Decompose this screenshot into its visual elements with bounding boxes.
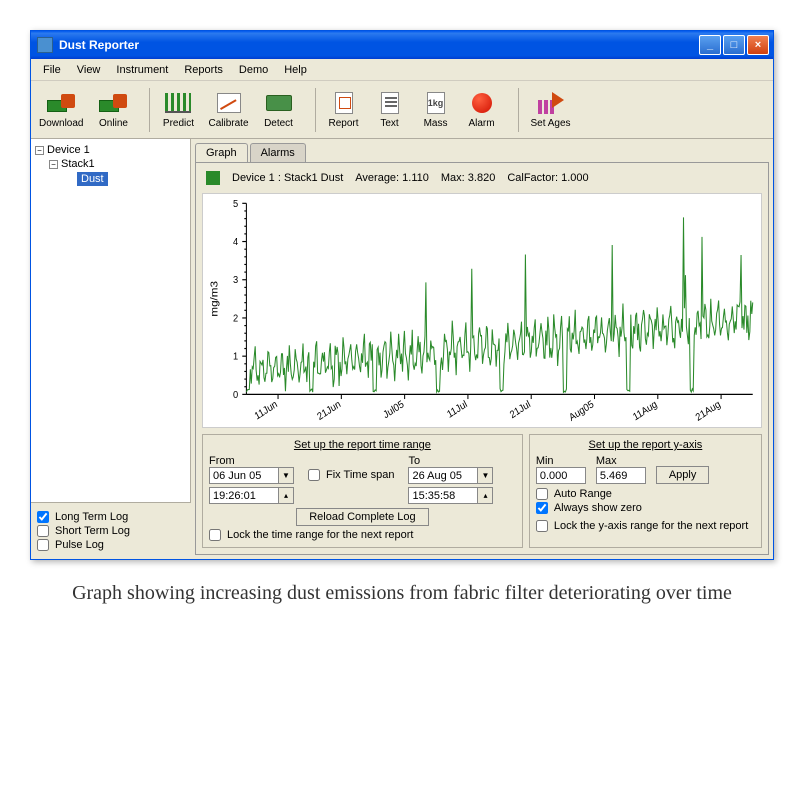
menu-view[interactable]: View (69, 62, 109, 78)
calibrate-button[interactable]: Calibrate (206, 88, 250, 131)
long-term-log-checkbox[interactable] (37, 511, 49, 523)
predict-button[interactable]: Predict (160, 88, 196, 131)
graph-device-label: Device 1 : Stack1 Dust (232, 172, 343, 184)
to-date-input[interactable] (408, 467, 478, 484)
toolbar: Download Online Predict Calibrate (31, 81, 773, 139)
detect-icon (266, 95, 292, 111)
tree-device[interactable]: − Device 1 (33, 143, 188, 157)
svg-text:21Jun: 21Jun (316, 399, 343, 423)
mass-button[interactable]: 1kg Mass (418, 88, 454, 131)
tab-alarms[interactable]: Alarms (250, 143, 306, 162)
svg-text:Jul05: Jul05 (382, 398, 407, 421)
app-window: Dust Reporter _ □ × File View Instrument… (30, 30, 774, 560)
download-button[interactable]: Download (37, 88, 85, 131)
detect-button[interactable]: Detect (261, 88, 297, 131)
minimize-button[interactable]: _ (699, 35, 721, 55)
online-icon (99, 94, 127, 112)
download-icon (47, 94, 75, 112)
graph-max-label: Max: 3.820 (441, 172, 495, 184)
svg-text:Aug05: Aug05 (567, 398, 596, 423)
emissions-chart: 0 1 2 3 4 5 mg/m3 11Jun 21Jun Jul05 11Jul 21Jul Aug0… (202, 193, 762, 428)
to-time-stepper[interactable]: ▴ (478, 487, 493, 504)
text-icon (381, 92, 399, 114)
menu-demo[interactable]: Demo (231, 62, 276, 78)
menu-file[interactable]: File (35, 62, 69, 78)
menu-help[interactable]: Help (276, 62, 315, 78)
time-range-group: Set up the report time range From ▼ (202, 434, 523, 548)
alarm-icon (472, 93, 492, 113)
lock-time-range-checkbox[interactable] (209, 529, 221, 541)
tree-stack[interactable]: − Stack1 (33, 157, 188, 171)
expand-icon[interactable]: − (49, 160, 58, 169)
always-zero-checkbox[interactable] (536, 502, 548, 514)
auto-range-checkbox[interactable] (536, 488, 548, 500)
expand-icon[interactable]: − (35, 146, 44, 155)
graph-panel: Device 1 : Stack1 Dust Average: 1.110 Ma… (195, 162, 769, 555)
menu-instrument[interactable]: Instrument (108, 62, 176, 78)
graph-cal-label: CalFactor: 1.000 (507, 172, 588, 184)
from-date-input[interactable] (209, 467, 279, 484)
menubar: File View Instrument Reports Demo Help (31, 59, 773, 81)
text-button[interactable]: Text (372, 88, 408, 131)
setages-icon (538, 92, 564, 114)
short-term-log-checkbox[interactable] (37, 525, 49, 537)
titlebar[interactable]: Dust Reporter _ □ × (31, 31, 773, 59)
fix-time-span-checkbox[interactable] (308, 469, 320, 481)
tab-graph[interactable]: Graph (195, 143, 248, 162)
from-time-input[interactable] (209, 487, 279, 504)
to-date-dropdown[interactable]: ▼ (478, 467, 493, 484)
device-tree: − Device 1 − Stack1 Dust (31, 139, 191, 502)
pulse-log-checkbox[interactable] (37, 539, 49, 551)
svg-text:0: 0 (233, 389, 239, 401)
close-button[interactable]: × (747, 35, 769, 55)
reload-log-button[interactable]: Reload Complete Log (296, 508, 428, 526)
to-time-input[interactable] (408, 487, 478, 504)
tree-leaf-dust[interactable]: Dust (33, 171, 188, 187)
svg-text:4: 4 (233, 237, 239, 249)
svg-text:11Jun: 11Jun (253, 399, 280, 423)
toolbar-divider (518, 88, 519, 132)
calibrate-icon (217, 93, 241, 113)
report-button[interactable]: Report (326, 88, 362, 131)
mass-icon: 1kg (427, 92, 445, 114)
maximize-button[interactable]: □ (723, 35, 745, 55)
setages-button[interactable]: Set Ages (529, 88, 573, 131)
yaxis-max-input[interactable] (596, 467, 646, 484)
svg-text:mg/m3: mg/m3 (209, 281, 220, 317)
legend-color (206, 171, 220, 185)
svg-text:21Aug: 21Aug (694, 399, 722, 424)
graph-avg-label: Average: 1.110 (355, 172, 429, 184)
yaxis-group: Set up the report y-axis Min Max (529, 434, 762, 548)
svg-text:21Jul: 21Jul (508, 399, 532, 422)
svg-text:5: 5 (233, 198, 239, 210)
log-options-panel: Long Term Log Short Term Log Pulse Log (31, 502, 191, 559)
alarm-button[interactable]: Alarm (464, 88, 500, 131)
predict-icon (165, 93, 191, 113)
apply-button[interactable]: Apply (656, 466, 710, 484)
from-time-stepper[interactable]: ▴ (279, 487, 294, 504)
lock-yaxis-checkbox[interactable] (536, 520, 548, 532)
online-button[interactable]: Online (95, 88, 131, 131)
yaxis-min-input[interactable] (536, 467, 586, 484)
toolbar-divider (315, 88, 316, 132)
svg-text:11Aug: 11Aug (631, 399, 659, 424)
svg-text:3: 3 (233, 275, 239, 287)
toolbar-divider (149, 88, 150, 132)
menu-reports[interactable]: Reports (176, 62, 231, 78)
from-date-dropdown[interactable]: ▼ (279, 467, 294, 484)
window-title: Dust Reporter (59, 38, 699, 52)
svg-text:2: 2 (233, 313, 239, 325)
svg-text:1: 1 (233, 351, 239, 363)
app-icon (37, 37, 53, 53)
figure-caption: Graph showing increasing dust emissions … (30, 578, 774, 608)
svg-text:11Jul: 11Jul (446, 399, 470, 421)
report-icon (335, 92, 353, 114)
